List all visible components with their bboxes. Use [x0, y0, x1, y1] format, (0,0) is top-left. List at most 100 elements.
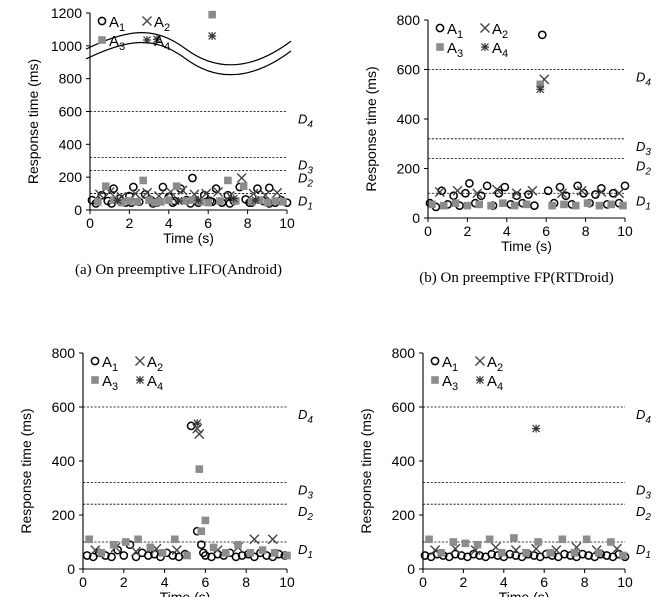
data-point-A2: [249, 534, 260, 545]
legend: A1 A2 A3 A4: [430, 354, 503, 393]
x-tick-label: 0: [79, 574, 87, 590]
x-tick-label: 6: [204, 215, 212, 231]
data-point-A3: [522, 200, 531, 209]
data-point-A3: [157, 197, 165, 206]
data-point-A2: [556, 188, 567, 199]
data-point-A4: [532, 424, 541, 433]
data-point-A1: [620, 181, 630, 191]
y-axis-label: Response time (ms): [25, 59, 41, 184]
y-tick-label: 800: [52, 345, 76, 361]
deadline-label: D4: [298, 407, 313, 426]
deadline-label: D2: [298, 171, 313, 190]
data-point-A1: [476, 191, 486, 201]
deadline-label: D2: [298, 504, 313, 523]
data-point-A2: [452, 185, 463, 196]
data-point-A3: [263, 198, 272, 207]
data-point-A2: [472, 188, 483, 199]
x-tick-label: 4: [503, 223, 511, 239]
y-tick-label: 400: [52, 453, 76, 469]
deadline-label: D1: [298, 194, 313, 213]
legend-marker-A3: [91, 376, 99, 384]
data-point-A3: [171, 535, 179, 544]
data-point-A3: [546, 549, 555, 557]
legend-marker-A4: [143, 36, 151, 44]
data-point-A3: [619, 551, 627, 560]
data-point-A3: [122, 538, 130, 546]
data-point-A3: [258, 546, 267, 554]
data-point-A4: [229, 194, 238, 203]
data-point-A3: [172, 182, 181, 190]
legend-label: A4: [487, 373, 503, 393]
data-point-A3: [246, 549, 255, 557]
data-point-A4: [536, 85, 545, 94]
data-point-A2: [511, 188, 522, 199]
data-point-A1: [262, 551, 271, 560]
data-point-A1: [450, 549, 460, 559]
legend-marker-A3: [98, 36, 106, 44]
series-A3: [85, 465, 291, 560]
data-point-A3: [209, 543, 218, 552]
data-point-A2: [171, 545, 182, 556]
x-tick-label: 0: [86, 215, 94, 231]
data-point-A3: [101, 182, 110, 190]
deadline-label: D1: [636, 193, 651, 212]
deadline-label: D3: [636, 483, 651, 502]
data-point-A3: [473, 540, 482, 549]
data-point-A3: [475, 200, 484, 209]
x-tick-label: 10: [279, 574, 295, 590]
data-point-A3: [461, 539, 470, 548]
legend-marker-A2: [480, 23, 490, 33]
x-tick-label: 10: [617, 574, 633, 590]
legend-marker-A3: [436, 43, 444, 51]
data-point-A1: [512, 191, 522, 201]
panel-caption: (a) On preemptive LIFO(Android): [75, 262, 282, 278]
data-point-A3: [560, 200, 568, 209]
legend-label: A3: [447, 40, 463, 60]
data-point-A3: [619, 201, 627, 210]
legend-marker-A4: [481, 43, 489, 51]
data-point-A4: [251, 196, 260, 205]
data-point-A1: [475, 551, 484, 560]
data-point-A2: [267, 534, 278, 545]
data-point-A1: [597, 183, 606, 193]
legend-marker-A4: [136, 376, 144, 384]
legend-marker-A4: [476, 376, 484, 384]
data-point-A4: [174, 196, 183, 205]
data-point-A1: [168, 551, 178, 560]
data-point-A3: [439, 201, 448, 210]
data-point-A1: [511, 551, 521, 560]
deadline-label: D3: [636, 139, 651, 158]
axis-break-line: [85, 32, 292, 66]
deadline-label: D3: [298, 483, 313, 502]
y-tick-label: 800: [392, 345, 416, 361]
data-point-A3: [117, 198, 126, 207]
y-tick-label: 600: [397, 62, 421, 78]
legend-marker-A2: [135, 356, 145, 366]
data-point-A3: [583, 199, 592, 207]
y-tick-label: 600: [392, 399, 416, 415]
y-axis-label: Response time (ms): [18, 408, 34, 533]
data-point-A3: [208, 10, 216, 19]
chart-panel-4: D1 D2 D3 D4 0 2 4 6 8 10 0 200 400 600 800 Time (s) Resp…: [358, 345, 651, 597]
x-tick-label: 2: [464, 223, 472, 239]
deadline-label: D4: [298, 112, 313, 131]
data-point-A2: [434, 187, 445, 198]
y-tick-label: 800: [397, 12, 421, 28]
data-point-A3: [234, 540, 242, 549]
data-point-A1: [131, 552, 141, 562]
panel-caption: (b) On preemptive FP(RTDroid): [419, 270, 613, 286]
data-point-A4: [208, 31, 217, 40]
legend-label: A2: [147, 354, 163, 374]
data-point-A1: [420, 551, 430, 560]
data-point-A2: [130, 188, 141, 199]
data-point-A1: [505, 549, 515, 559]
y-tick-label: 1200: [51, 5, 82, 21]
data-point-A1: [158, 182, 168, 192]
legend-label: A4: [154, 33, 170, 53]
y-tick-label: 0: [412, 210, 420, 226]
data-point-A3: [510, 534, 518, 542]
data-point-A3: [165, 196, 173, 204]
data-point-A2: [510, 545, 521, 556]
data-point-A1: [196, 540, 206, 550]
